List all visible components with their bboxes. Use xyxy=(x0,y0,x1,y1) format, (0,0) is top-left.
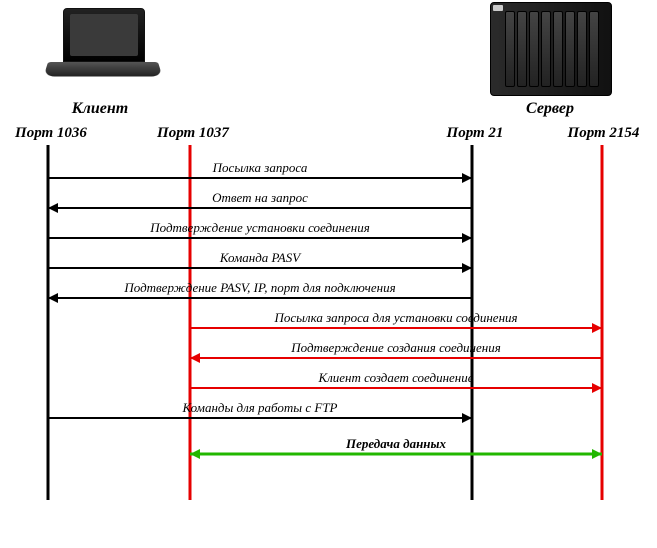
actor-client-label: Клиент xyxy=(60,100,140,118)
server-icon xyxy=(490,2,612,96)
message-label: Команды для работы с FTP xyxy=(48,400,472,416)
message-label: Команда PASV xyxy=(48,250,472,266)
port-21-label: Порт 21 xyxy=(430,125,520,142)
port-2154-label: Порт 2154 xyxy=(556,125,651,142)
port-1037-label: Порт 1037 xyxy=(148,125,238,142)
message-label: Посылка запроса для установки соединения xyxy=(190,310,602,326)
message-label: Передача данных xyxy=(190,436,602,452)
message-label: Подтверждение PASV, IP, порт для подключ… xyxy=(48,280,472,296)
laptop-icon xyxy=(48,8,158,86)
message-label: Подтверждение установки соединения xyxy=(48,220,472,236)
message-label: Клиент создает соединение xyxy=(190,370,602,386)
port-1036-label: Порт 1036 xyxy=(6,125,96,142)
message-label: Ответ на запрос xyxy=(48,190,472,206)
message-label: Посылка запроса xyxy=(48,160,472,176)
actor-server-label: Сервер xyxy=(510,100,590,118)
message-label: Подтверждение создания соединения xyxy=(190,340,602,356)
